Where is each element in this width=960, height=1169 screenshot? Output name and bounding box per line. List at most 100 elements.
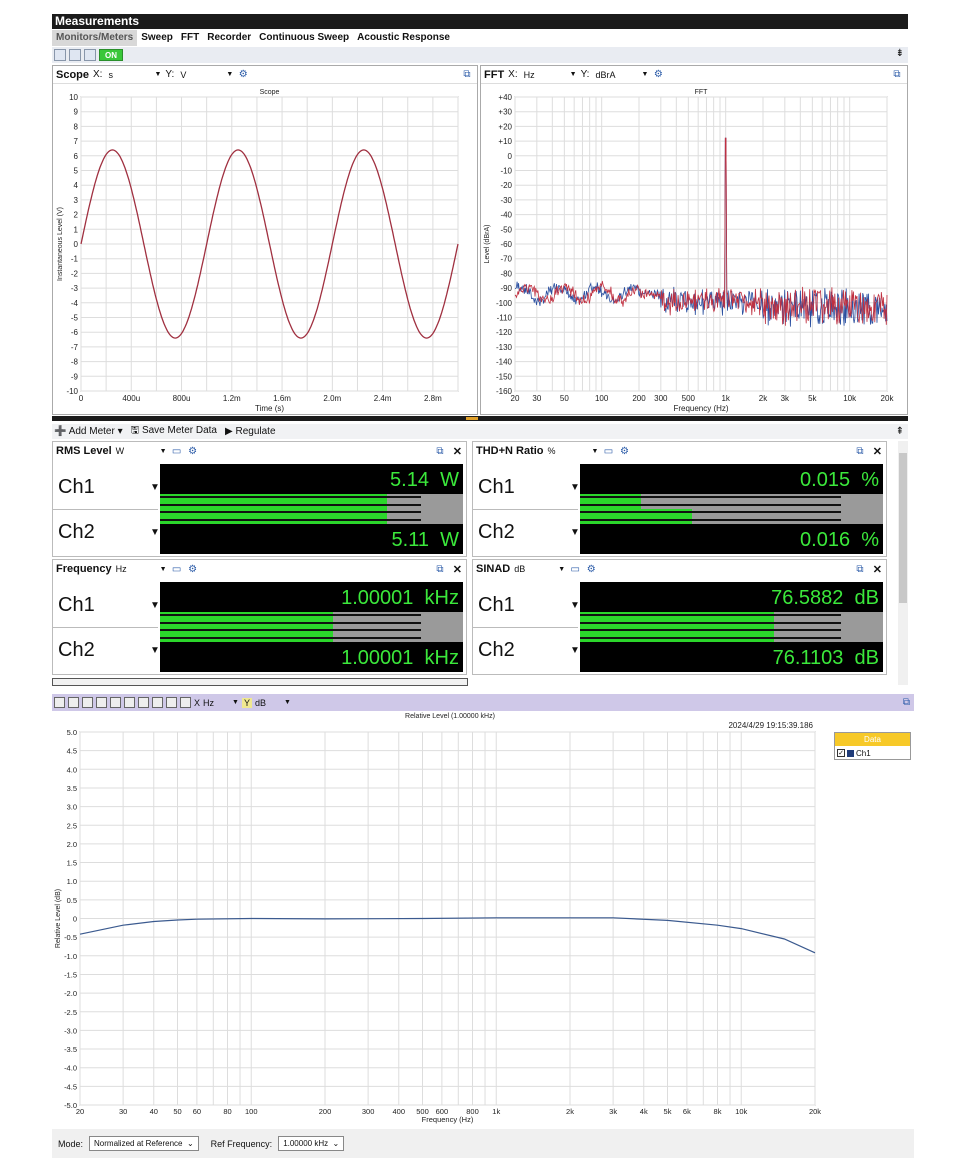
y-tick-label: -1.5 <box>64 970 77 979</box>
splitter-handle[interactable] <box>466 417 478 420</box>
chevron-down-icon[interactable]: ▼ <box>283 699 291 706</box>
scope-x-unit-select[interactable]: s <box>108 69 113 80</box>
chevron-down-icon[interactable]: ▼ <box>570 645 580 656</box>
settings-gear-icon[interactable]: ⚙ <box>619 445 629 457</box>
chevron-down-icon[interactable]: ▼ <box>226 71 234 78</box>
chevron-down-icon[interactable]: ▼ <box>591 447 599 455</box>
add-meter-button[interactable]: ➕ Add Meter ▾ <box>54 426 123 437</box>
tab-continuous-sweep[interactable]: Continuous Sweep <box>259 32 350 43</box>
tab-fft[interactable]: FFT <box>180 32 200 43</box>
popout-icon[interactable]: ⧉ <box>902 697 910 708</box>
chevron-down-icon[interactable]: ▼ <box>558 565 566 573</box>
y-tick-label: 8 <box>74 122 79 131</box>
y-tick-label: -10 <box>66 387 78 396</box>
chevron-down-icon[interactable]: ▼ <box>570 482 580 493</box>
ref-frequency-select[interactable]: 1.00000 kHz ⌄ <box>278 1136 345 1151</box>
chevron-down-icon[interactable]: ▼ <box>150 600 160 611</box>
x-tick-label: 300 <box>362 1107 375 1116</box>
tab-sweep[interactable]: Sweep <box>141 32 173 43</box>
ch1-label: Ch1 <box>478 594 515 616</box>
y-tick-label: -5.0 <box>64 1101 77 1110</box>
pin-icon[interactable]: ⇞ <box>895 426 904 437</box>
save-meter-data-button[interactable]: 🖫 Save Meter Data <box>130 425 217 436</box>
y-tick-label: -1 <box>71 255 79 264</box>
settings-gear-icon[interactable]: ⚙ <box>653 69 663 80</box>
horizontal-scrollbar[interactable] <box>52 678 468 686</box>
scope-y-unit-select[interactable]: V <box>180 69 187 80</box>
layout-icon[interactable] <box>54 49 66 61</box>
table-icon[interactable] <box>138 697 149 708</box>
line-style-icon[interactable] <box>166 697 177 708</box>
display-icon[interactable]: ▭ <box>171 563 182 575</box>
response-y-label: Y <box>241 697 252 708</box>
popout-icon[interactable]: ⧉ <box>436 563 444 575</box>
chevron-down-icon[interactable]: ▼ <box>150 482 160 493</box>
generator-on-button[interactable]: ON <box>99 49 123 61</box>
popout-icon[interactable]: ⧉ <box>856 563 864 575</box>
close-icon[interactable]: ✕ <box>452 563 462 576</box>
popout-icon[interactable]: ⧉ <box>436 445 444 457</box>
settings-gear-icon[interactable] <box>180 697 191 708</box>
meter-unit-select[interactable]: % <box>547 446 556 456</box>
fit-icon[interactable] <box>110 697 121 708</box>
mode-select[interactable]: Normalized at Reference ⌄ <box>89 1136 199 1151</box>
zoom-icon[interactable] <box>96 697 107 708</box>
splitter[interactable] <box>52 416 908 421</box>
x-tick-label: 60 <box>193 1107 201 1116</box>
save-icon[interactable] <box>68 697 79 708</box>
scrollbar-thumb[interactable] <box>899 453 907 603</box>
popout-icon[interactable]: ⧉ <box>463 69 471 80</box>
fft-y-unit-select[interactable]: dBrA <box>595 69 616 80</box>
scope-title: Scope <box>56 68 90 81</box>
meter-unit-select[interactable]: dB <box>514 564 526 574</box>
y-tick-label: -150 <box>496 372 513 381</box>
ref-frequency-label: Ref Frequency: <box>210 1138 273 1149</box>
meter-unit-select[interactable]: Hz <box>115 564 127 574</box>
response-x-unit-select[interactable]: Hz <box>203 697 215 708</box>
settings-gear-icon[interactable]: ⚙ <box>586 563 596 575</box>
legend-swatch <box>847 749 854 757</box>
bluetooth-icon[interactable] <box>69 49 81 61</box>
x-tick-label: 200 <box>319 1107 332 1116</box>
tab-acoustic-response[interactable]: Acoustic Response <box>357 32 450 43</box>
response-y-unit-select[interactable]: dB <box>254 697 266 708</box>
display-icon[interactable]: ▭ <box>171 445 182 457</box>
close-icon[interactable]: ✕ <box>872 445 882 458</box>
chevron-down-icon[interactable]: ▼ <box>159 447 167 455</box>
tab-recorder[interactable]: Recorder <box>207 32 252 43</box>
settings-gear-icon[interactable]: ⚙ <box>188 563 198 575</box>
waveform-icon[interactable] <box>84 49 96 61</box>
meter-unit-select[interactable]: W <box>115 446 125 456</box>
chevron-down-icon[interactable]: ▼ <box>159 565 167 573</box>
x-tick-label: 50 <box>173 1107 181 1116</box>
chevron-down-icon[interactable]: ▼ <box>570 527 580 538</box>
response-toolbar: X Hz ▼ Y dB ▼ ⧉ <box>52 694 914 711</box>
settings-gear-icon[interactable]: ⚙ <box>188 445 198 457</box>
chevron-down-icon[interactable]: ▼ <box>150 645 160 656</box>
cursor-icon[interactable] <box>124 697 135 708</box>
chevron-down-icon[interactable]: ▼ <box>569 71 577 78</box>
close-icon[interactable]: ✕ <box>452 445 462 458</box>
popout-icon[interactable]: ⧉ <box>893 69 901 80</box>
popout-icon[interactable]: ⧉ <box>856 445 864 457</box>
tab-monitors-meters[interactable]: Monitors/Meters <box>52 30 138 46</box>
settings-gear-icon[interactable]: ⚙ <box>238 69 248 80</box>
print-icon[interactable] <box>82 697 93 708</box>
chevron-down-icon[interactable]: ▼ <box>150 527 160 538</box>
chevron-down-icon[interactable]: ▼ <box>570 600 580 611</box>
export-icon[interactable] <box>152 697 163 708</box>
display-icon[interactable]: ▭ <box>603 445 614 457</box>
chevron-down-icon[interactable]: ▼ <box>154 71 162 78</box>
chevron-down-icon[interactable]: ▼ <box>641 71 649 78</box>
fft-x-unit-select[interactable]: Hz <box>523 69 535 80</box>
legend-checkbox[interactable]: ✓ <box>837 749 845 757</box>
close-icon[interactable]: ✕ <box>872 563 882 576</box>
meters-scrollbar[interactable] <box>898 441 908 685</box>
chevron-down-icon[interactable]: ▼ <box>232 699 239 706</box>
display-icon[interactable]: ▭ <box>570 563 580 575</box>
y-tick-label: 7 <box>74 137 79 146</box>
x-tick-label: 800u <box>173 394 191 403</box>
open-icon[interactable] <box>54 697 65 708</box>
pin-icon[interactable]: ⇟ <box>895 48 904 59</box>
regulate-button[interactable]: ▶ Regulate <box>225 426 276 437</box>
